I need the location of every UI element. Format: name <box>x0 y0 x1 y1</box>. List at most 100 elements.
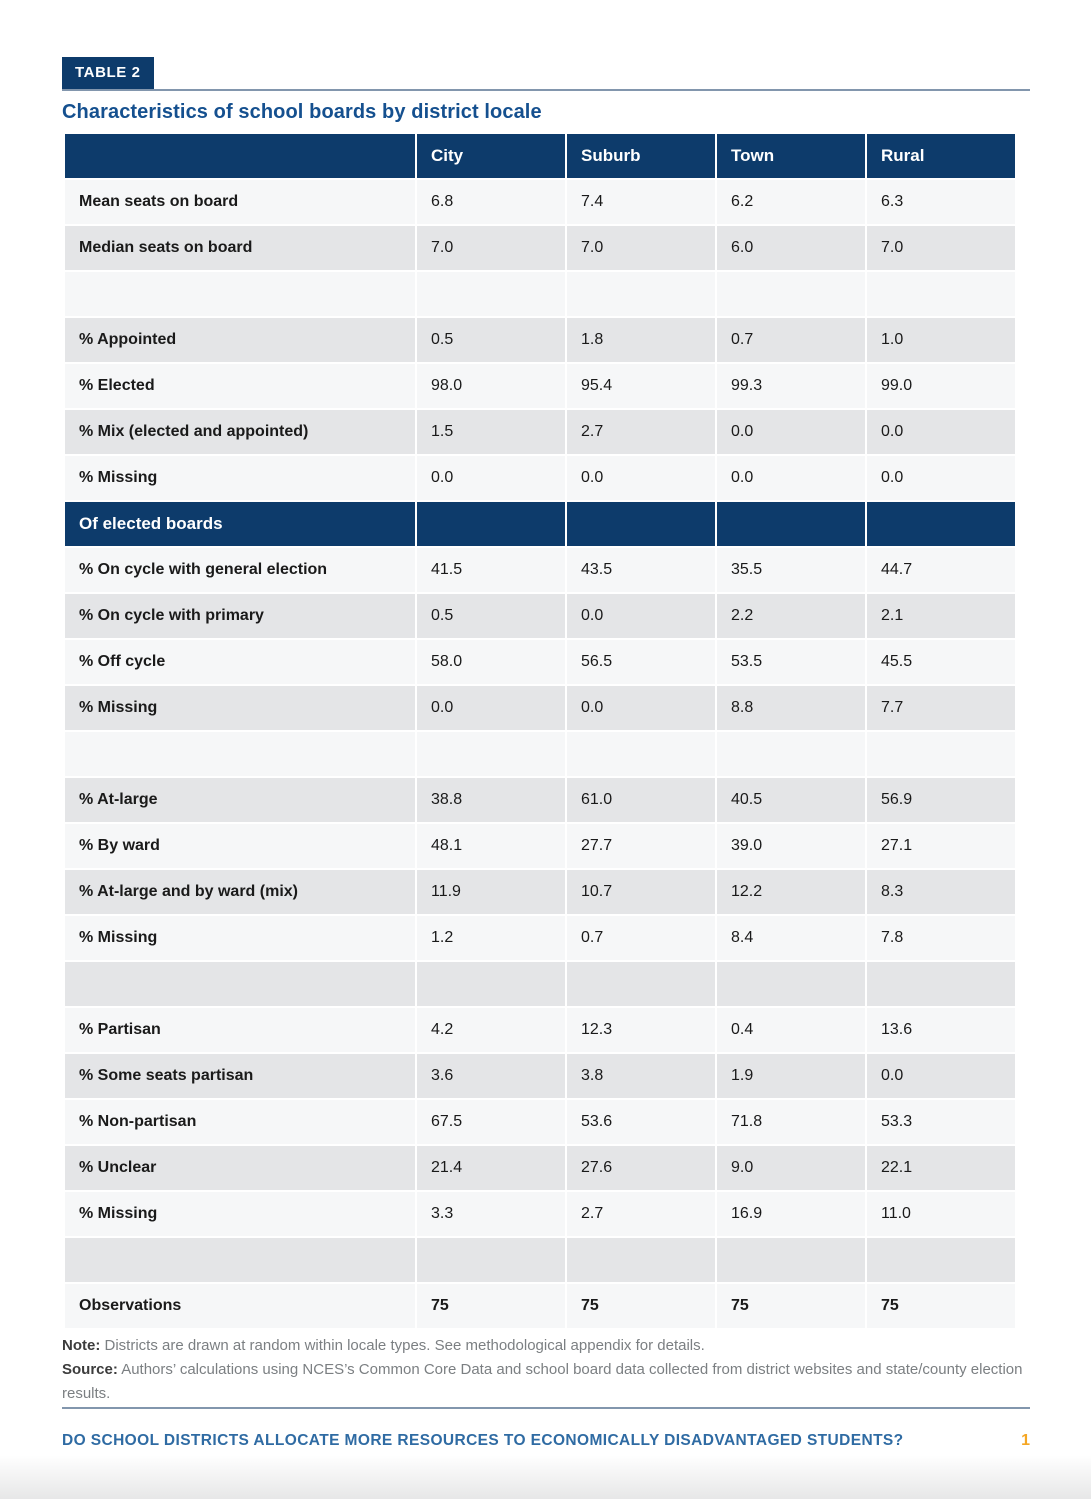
page-edge-shadow <box>0 1455 1091 1499</box>
value-cell: 12.2 <box>717 870 865 914</box>
spacer-cell <box>567 272 715 316</box>
row-label: % Missing <box>65 916 415 960</box>
section-header-row: Of elected boards <box>65 502 1015 546</box>
value-cell: 38.8 <box>417 778 565 822</box>
value-cell: 6.0 <box>717 226 865 270</box>
table-title: Characteristics of school boards by dist… <box>62 101 542 123</box>
row-label: % Mix (elected and appointed) <box>65 410 415 454</box>
table-row: Mean seats on board 6.8 7.4 6.2 6.3 <box>65 180 1015 224</box>
table-row: % Missing 0.0 0.0 0.0 0.0 <box>65 456 1015 500</box>
note-text: Authors’ calculations using NCES’s Commo… <box>62 1361 1023 1402</box>
value-cell: 13.6 <box>867 1008 1015 1052</box>
spacer-cell <box>65 962 415 1006</box>
table-notes: Note: Districts are drawn at random with… <box>62 1334 1030 1406</box>
value-cell: 9.0 <box>717 1146 865 1190</box>
section-cell <box>867 502 1015 546</box>
spacer-row <box>65 962 1015 1006</box>
column-header-blank <box>65 134 415 178</box>
value-cell: 1.9 <box>717 1054 865 1098</box>
spacer-cell <box>567 732 715 776</box>
value-cell: 67.5 <box>417 1100 565 1144</box>
value-cell: 7.7 <box>867 686 1015 730</box>
column-header-rural: Rural <box>867 134 1015 178</box>
row-label: % Missing <box>65 686 415 730</box>
value-cell: 58.0 <box>417 640 565 684</box>
value-cell: 0.0 <box>867 410 1015 454</box>
value-cell: 7.0 <box>867 226 1015 270</box>
table-header-row: City Suburb Town Rural <box>65 134 1015 178</box>
value-cell: 16.9 <box>717 1192 865 1236</box>
value-cell: 0.0 <box>867 456 1015 500</box>
table-row: % Appointed 0.5 1.8 0.7 1.0 <box>65 318 1015 362</box>
table-row: % Mix (elected and appointed) 1.5 2.7 0.0 0.… <box>65 410 1015 454</box>
value-cell: 0.5 <box>417 318 565 362</box>
row-label: % Appointed <box>65 318 415 362</box>
table-row: % By ward 48.1 27.7 39.0 27.1 <box>65 824 1015 868</box>
value-cell: 1.0 <box>867 318 1015 362</box>
value-cell: 6.3 <box>867 180 1015 224</box>
value-cell: 12.3 <box>567 1008 715 1052</box>
value-cell: 2.1 <box>867 594 1015 638</box>
value-cell: 99.0 <box>867 364 1015 408</box>
row-label: % Off cycle <box>65 640 415 684</box>
value-cell: 2.7 <box>567 1192 715 1236</box>
table-row: % On cycle with general election 41.5 43.5… <box>65 548 1015 592</box>
value-cell: 0.0 <box>867 1054 1015 1098</box>
value-cell: 0.0 <box>567 594 715 638</box>
value-cell: 53.3 <box>867 1100 1015 1144</box>
spacer-cell <box>417 1238 565 1282</box>
spacer-cell <box>65 732 415 776</box>
column-header-town: Town <box>717 134 865 178</box>
value-cell: 0.4 <box>717 1008 865 1052</box>
row-label: Mean seats on board <box>65 180 415 224</box>
spacer-cell <box>717 962 865 1006</box>
value-cell: 0.0 <box>567 456 715 500</box>
section-label: Of elected boards <box>65 502 415 546</box>
row-label: % At-large <box>65 778 415 822</box>
value-cell: 3.3 <box>417 1192 565 1236</box>
spacer-cell <box>417 732 565 776</box>
table-row: % At-large 38.8 61.0 40.5 56.9 <box>65 778 1015 822</box>
row-label: % Non-partisan <box>65 1100 415 1144</box>
column-header-suburb: Suburb <box>567 134 715 178</box>
value-cell: 44.7 <box>867 548 1015 592</box>
spacer-row <box>65 1238 1015 1282</box>
table-row: % Missing 1.2 0.7 8.4 7.8 <box>65 916 1015 960</box>
value-cell: 75 <box>867 1284 1015 1328</box>
table-row: Observations 75 75 75 75 <box>65 1284 1015 1328</box>
value-cell: 35.5 <box>717 548 865 592</box>
value-cell: 7.0 <box>417 226 565 270</box>
table-number-tag: TABLE 2 <box>62 57 154 89</box>
value-cell: 22.1 <box>867 1146 1015 1190</box>
table-row: % At-large and by ward (mix) 11.9 10.7 12.2… <box>65 870 1015 914</box>
table-row: % Elected 98.0 95.4 99.3 99.0 <box>65 364 1015 408</box>
footer-rule <box>62 1407 1030 1409</box>
school-boards-table: City Suburb Town Rural Mean seats on board 6… <box>63 132 1017 1330</box>
spacer-cell <box>567 1238 715 1282</box>
value-cell: 11.9 <box>417 870 565 914</box>
header-rule <box>62 89 1030 91</box>
table-header: City Suburb Town Rural <box>65 134 1015 178</box>
value-cell: 41.5 <box>417 548 565 592</box>
table-row: Median seats on board 7.0 7.0 6.0 7.0 <box>65 226 1015 270</box>
note-prefix: Source: <box>62 1361 118 1378</box>
spacer-cell <box>65 272 415 316</box>
section-cell <box>417 502 565 546</box>
table-row: % Missing 3.3 2.7 16.9 11.0 <box>65 1192 1015 1236</box>
row-label: % Elected <box>65 364 415 408</box>
value-cell: 75 <box>717 1284 865 1328</box>
value-cell: 7.4 <box>567 180 715 224</box>
value-cell: 75 <box>567 1284 715 1328</box>
value-cell: 43.5 <box>567 548 715 592</box>
value-cell: 0.0 <box>417 686 565 730</box>
value-cell: 45.5 <box>867 640 1015 684</box>
spacer-cell <box>567 962 715 1006</box>
value-cell: 0.0 <box>417 456 565 500</box>
value-cell: 8.3 <box>867 870 1015 914</box>
table-row: % Missing 0.0 0.0 8.8 7.7 <box>65 686 1015 730</box>
value-cell: 10.7 <box>567 870 715 914</box>
value-cell: 27.1 <box>867 824 1015 868</box>
value-cell: 2.7 <box>567 410 715 454</box>
table-row: % Partisan 4.2 12.3 0.4 13.6 <box>65 1008 1015 1052</box>
